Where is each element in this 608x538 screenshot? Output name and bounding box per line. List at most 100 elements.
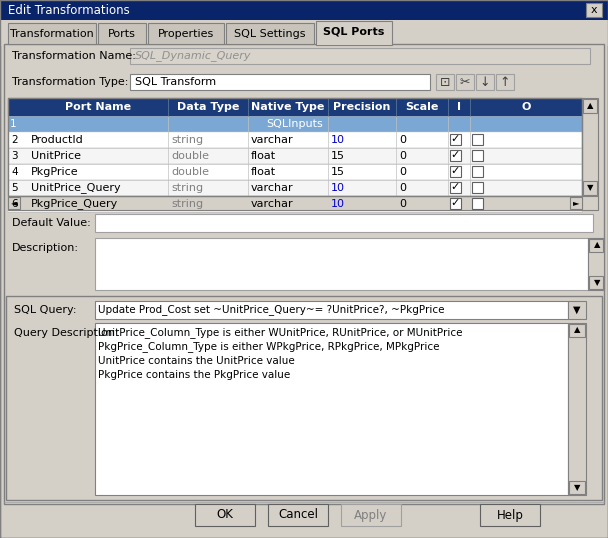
Bar [496, 74, 514, 90]
Text: I: I [457, 102, 461, 112]
Text: ↑: ↑ [500, 75, 510, 88]
Text: Native Type: Native Type [251, 102, 325, 112]
Bar [568, 301, 586, 319]
Text: Transformation: Transformation [10, 29, 94, 39]
Bar [476, 74, 494, 90]
Bar [8, 180, 582, 196]
Text: Scale: Scale [406, 102, 439, 112]
Bar [472, 182, 483, 193]
Text: ✓: ✓ [451, 134, 460, 144]
Text: Description:: Description: [12, 243, 79, 253]
Bar [436, 74, 454, 90]
Text: Properties: Properties [158, 29, 214, 39]
Text: float: float [251, 151, 276, 161]
Bar [583, 99, 597, 113]
Text: ▼: ▼ [574, 484, 580, 492]
Bar [8, 98, 582, 116]
Text: ↓: ↓ [480, 75, 490, 88]
Text: SQL_Dynamic_Query: SQL_Dynamic_Query [135, 51, 252, 61]
Bar [450, 166, 461, 177]
Text: 15: 15 [331, 167, 345, 177]
Text: 4: 4 [11, 167, 18, 177]
Bar [480, 504, 540, 526]
Text: ProductId: ProductId [31, 135, 84, 145]
Bar [268, 504, 328, 526]
Bar [8, 116, 582, 132]
Bar [95, 238, 588, 290]
Bar [472, 166, 483, 177]
Text: ✓: ✓ [451, 150, 460, 160]
Text: double: double [171, 151, 209, 161]
Text: 15: 15 [331, 151, 345, 161]
Text: Update Prod_Cost set ~UnitPrice_Query~= ?UnitPrice?, ~PkgPrice: Update Prod_Cost set ~UnitPrice_Query~= … [98, 305, 444, 315]
Text: 1: 1 [10, 119, 16, 129]
Text: 5: 5 [11, 183, 18, 193]
Text: 0: 0 [399, 183, 406, 193]
Text: 3: 3 [11, 151, 18, 161]
Text: ✓: ✓ [451, 182, 460, 192]
Text: ▼: ▼ [594, 279, 600, 287]
Bar [450, 150, 461, 161]
Bar [589, 276, 603, 289]
Bar [6, 296, 602, 500]
Text: 0: 0 [399, 167, 406, 177]
Text: 0: 0 [399, 151, 406, 161]
Bar [568, 323, 586, 495]
Text: UnitPrice contains the UnitPrice value: UnitPrice contains the UnitPrice value [98, 356, 295, 366]
Text: UnitPrice_Query: UnitPrice_Query [31, 182, 120, 194]
Text: Ports: Ports [108, 29, 136, 39]
Text: Transformation Type:: Transformation Type: [12, 77, 128, 87]
Text: Precision: Precision [333, 102, 391, 112]
Text: ✂: ✂ [460, 75, 470, 88]
Text: 2: 2 [11, 135, 18, 145]
Text: ◄: ◄ [11, 199, 17, 208]
Bar [8, 164, 582, 180]
Bar [450, 134, 461, 145]
Bar [472, 134, 483, 145]
Text: 10: 10 [331, 135, 345, 145]
Bar [589, 239, 603, 252]
Text: string: string [171, 135, 203, 145]
Bar [4, 44, 604, 504]
Text: Help: Help [497, 508, 523, 521]
Bar [472, 150, 483, 161]
Text: ▲: ▲ [587, 102, 593, 110]
Bar [8, 23, 96, 44]
Text: Query Description:: Query Description: [14, 328, 119, 338]
Bar [0, 0, 608, 20]
Text: SQL Query:: SQL Query: [14, 305, 77, 315]
Text: 0: 0 [399, 135, 406, 145]
Text: PkgPrice_Query: PkgPrice_Query [31, 199, 118, 209]
Text: double: double [171, 167, 209, 177]
Text: varchar: varchar [251, 183, 294, 193]
Text: Apply: Apply [354, 508, 388, 521]
Text: string: string [171, 183, 203, 193]
Bar [588, 238, 604, 290]
Text: ▼: ▼ [573, 305, 581, 315]
Text: O: O [521, 102, 531, 112]
Text: ▲: ▲ [594, 240, 600, 250]
Text: ▼: ▼ [587, 183, 593, 193]
Text: x: x [591, 5, 597, 15]
Text: PkgPrice contains the PkgPrice value: PkgPrice contains the PkgPrice value [98, 370, 290, 380]
Text: UnitPrice: UnitPrice [31, 151, 81, 161]
Bar [8, 196, 582, 212]
Bar [583, 181, 597, 195]
Text: OK: OK [216, 508, 233, 521]
Bar [582, 98, 598, 196]
Bar [95, 214, 593, 232]
Text: varchar: varchar [251, 135, 294, 145]
Text: 10: 10 [331, 199, 345, 209]
Bar [341, 504, 401, 526]
Bar [570, 197, 582, 209]
Text: 10: 10 [331, 183, 345, 193]
Bar [450, 182, 461, 193]
Text: SQL Ports: SQL Ports [323, 27, 385, 37]
Text: 0: 0 [399, 199, 406, 209]
Bar [8, 196, 582, 210]
Text: SQL Settings: SQL Settings [234, 29, 306, 39]
Bar [130, 48, 590, 64]
Bar [316, 21, 392, 45]
Bar [95, 323, 568, 495]
Bar [450, 198, 461, 209]
